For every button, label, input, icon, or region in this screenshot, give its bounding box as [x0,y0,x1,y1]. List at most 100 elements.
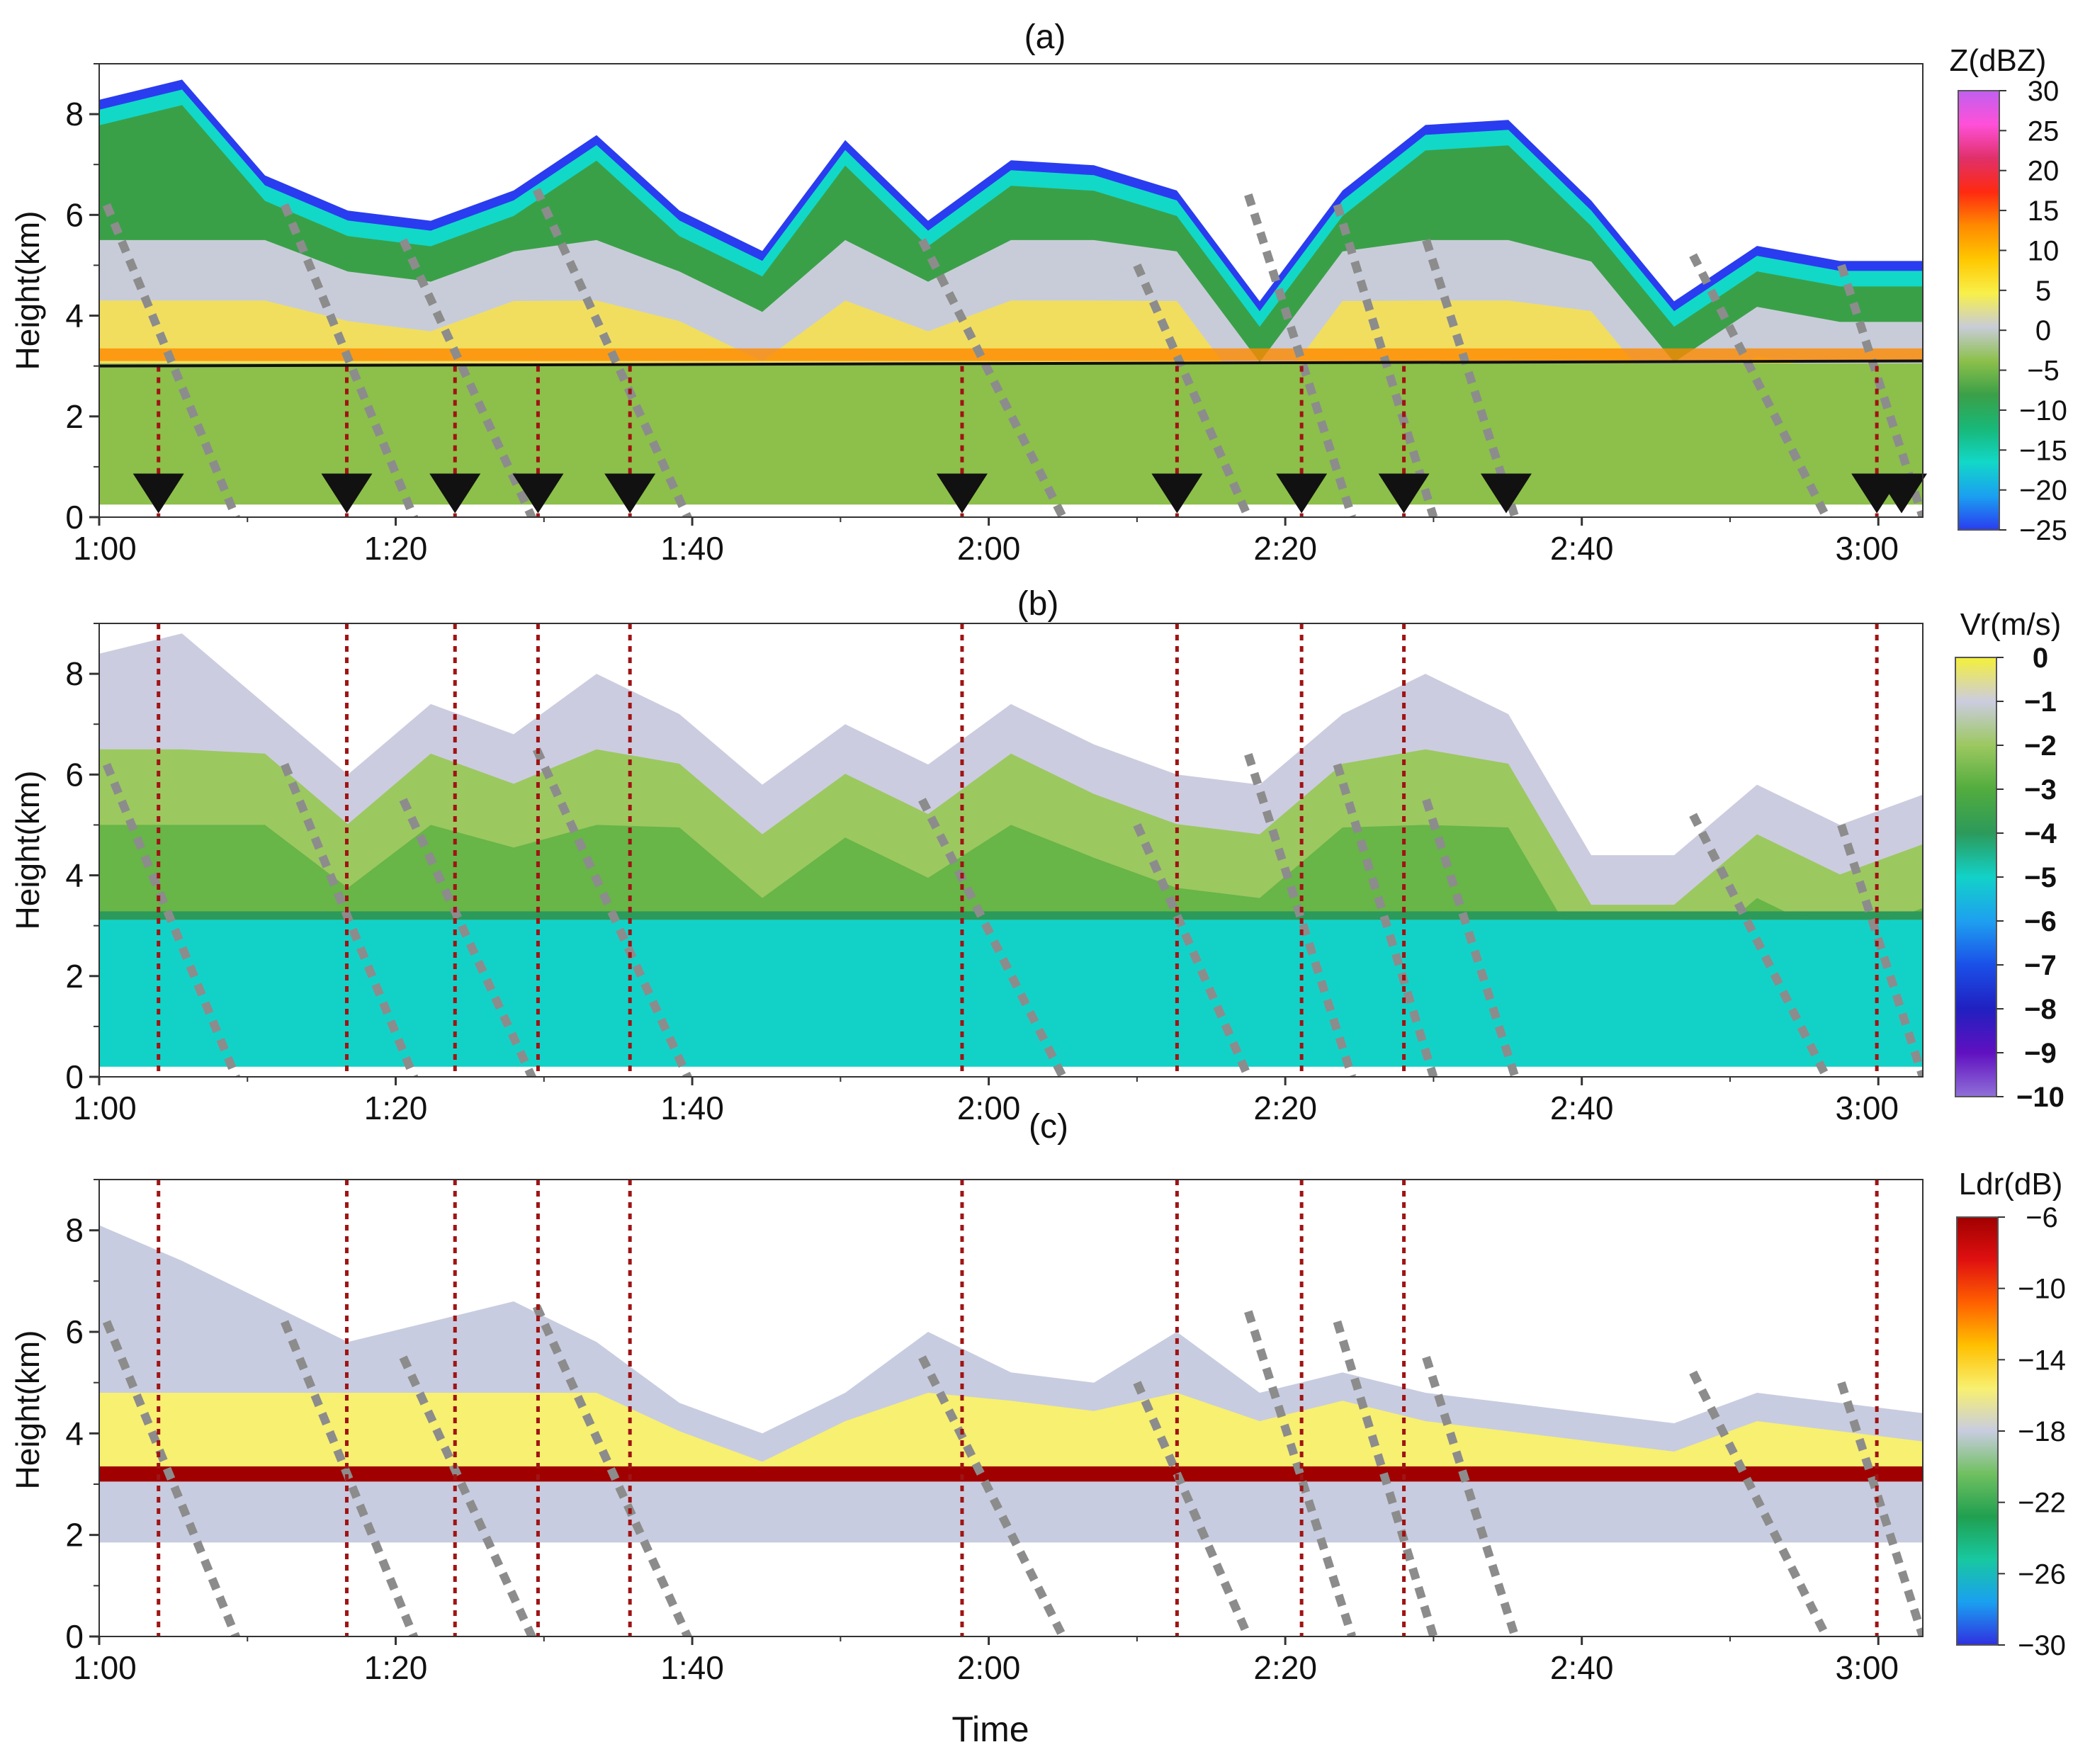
panel-a-y-axis: 0 2 4 6 8 [65,63,99,536]
colorbar-tick-label: −10 [2019,395,2067,426]
colorbar-tick-label: −10 [2018,1274,2066,1305]
guide-line [399,1355,537,1636]
colorbar-tick-label: −10 [2016,1082,2064,1113]
panel-b-y-axis: 0 2 4 6 8 [65,623,99,1095]
panel-a-title: (a) [1024,18,1066,56]
panel-c: (c) 0 2 4 6 8 1:00 1:20 1:40 2:00 2:20 2:40 3:00 H… [9,1108,2066,1749]
colorbar-tick-label: −25 [2019,515,2067,546]
rain-region [99,363,1923,505]
x-tick-label: 1:20 [364,1649,428,1686]
colorbar-tick-label: −6 [2026,1202,2058,1233]
cloud-green-layer [99,825,1923,969]
x-tick-label: 1:20 [364,530,428,567]
guide-line [1689,253,1831,517]
colorbar-tick-label: 10 [2028,235,2060,266]
x-tick-label: 3:00 [1835,1649,1899,1686]
colorbar-tick-label: −6 [2024,906,2057,937]
guide-line [1133,1381,1253,1636]
y-tick-label: 8 [65,655,84,692]
y-tick-label: 2 [65,398,84,435]
colorbar-tick-label: −3 [2024,774,2057,805]
panel-b: (b) 0 2 4 6 8 1:00 1:20 1:40 2:00 2:20 2:40 3:00 H… [9,585,2064,1126]
event-marker [321,473,373,514]
event-marker [429,473,481,514]
y-tick-label: 4 [65,298,84,334]
colorbar-tick-label: −18 [2018,1416,2066,1447]
guide-line [1333,1320,1438,1636]
guide-line [399,238,537,517]
melting-layer-band [99,1466,1923,1482]
event-marker [604,473,656,514]
panel-c-guide-lines [102,1304,1923,1636]
guide-line [918,238,1067,517]
panel-b-event-lines [157,623,1879,1077]
colorbar-tick-label: −26 [2018,1559,2066,1590]
colorbar-c-scale [1956,1216,1999,1646]
guide-line [399,798,537,1077]
guide-line [1422,798,1520,1077]
guide-line [918,798,1067,1077]
colorbar-tick-label: 0 [2035,315,2051,346]
y-tick-label: 0 [65,1618,84,1655]
sub-melting-gray [99,1481,1923,1543]
panel-c-x-axis: 1:00 1:20 1:40 2:00 2:20 2:40 3:00 [73,1636,1899,1686]
x-tick-label: 3:00 [1835,1090,1899,1126]
x-tick-label: 1:00 [73,1090,137,1126]
guide-line [1333,763,1438,1077]
guide-line [1422,1356,1520,1636]
y-tick-label: 6 [65,196,84,233]
guide-line [1133,823,1253,1077]
guide-line [532,188,693,517]
colorbar-tick-label: −4 [2024,818,2057,849]
colorbar-tick-label: −5 [2024,862,2057,893]
colorbar-b-scale [1955,657,1997,1097]
guide-line [1837,1381,1923,1636]
guide-line [532,1304,693,1636]
cloud-yellow-layer [99,1393,1923,1474]
x-tick-label: 1:40 [660,530,724,567]
rain-region [99,920,1923,1067]
colorbar-tick-label: 0 [2033,643,2048,674]
rain-clear [99,1542,1923,1622]
x-tick-label: 2:40 [1550,1090,1614,1126]
colorbar-tick-label: −2 [2024,730,2057,762]
colorbar-tick-label: −20 [2019,475,2067,507]
panel-a-markers [132,473,1927,514]
colorbar-tick-label: 20 [2028,156,2060,187]
panel-a-guide-lines [102,188,1923,517]
x-tick-label: 3:00 [1835,530,1899,567]
colorbar-tick-label: −8 [2024,994,2057,1025]
x-tick-label: 1:00 [73,530,137,567]
panel-c-ylabel: Height(km) [9,1330,46,1490]
colorbar-tick-label: −15 [2019,435,2067,466]
colorbar-tick-label: −30 [2018,1630,2066,1661]
x-tick-label: 1:40 [660,1649,724,1686]
x-tick-label: 2:20 [1253,530,1317,567]
x-tick-label: 1:40 [660,1090,724,1126]
panel-b-guide-lines [102,747,1923,1077]
colorbar-a-scale [1958,90,2000,531]
x-tick-label: 1:20 [364,1090,428,1126]
colorbar-tick-label: 15 [2028,196,2060,227]
ldr-field [99,1225,1923,1622]
panel-b-ylabel: Height(km) [9,771,46,930]
x-tick-label: 2:00 [957,1649,1021,1686]
panel-b-title: (b) [1017,585,1059,623]
bright-band [99,348,1923,361]
colorbar-a-title: Z(dBZ) [1950,43,2047,78]
colorbar-tick-label: −22 [2018,1488,2066,1519]
guide-line [532,747,693,1077]
guide-line [1689,1370,1831,1636]
guide-line [1244,193,1357,517]
x-tick-label: 2:40 [1550,1649,1614,1686]
x-tick-label: 2:40 [1550,530,1614,567]
ldr-colorbar: Ldr(dB) −6 −10 −14 −18 −22 −26 −30 [1956,1167,2066,1661]
colorbar-tick-label: 25 [2028,115,2060,147]
panel-a-frame [98,63,1924,518]
event-marker [1276,473,1328,514]
reflectivity-field [99,79,1923,505]
velocity-colorbar: Vr(m/s) 0 −1 −2 −3 −4 −5 −6 −7 −8 −9 −10 [1955,607,2064,1113]
y-tick-label: 0 [65,499,84,536]
event-marker [936,473,988,514]
